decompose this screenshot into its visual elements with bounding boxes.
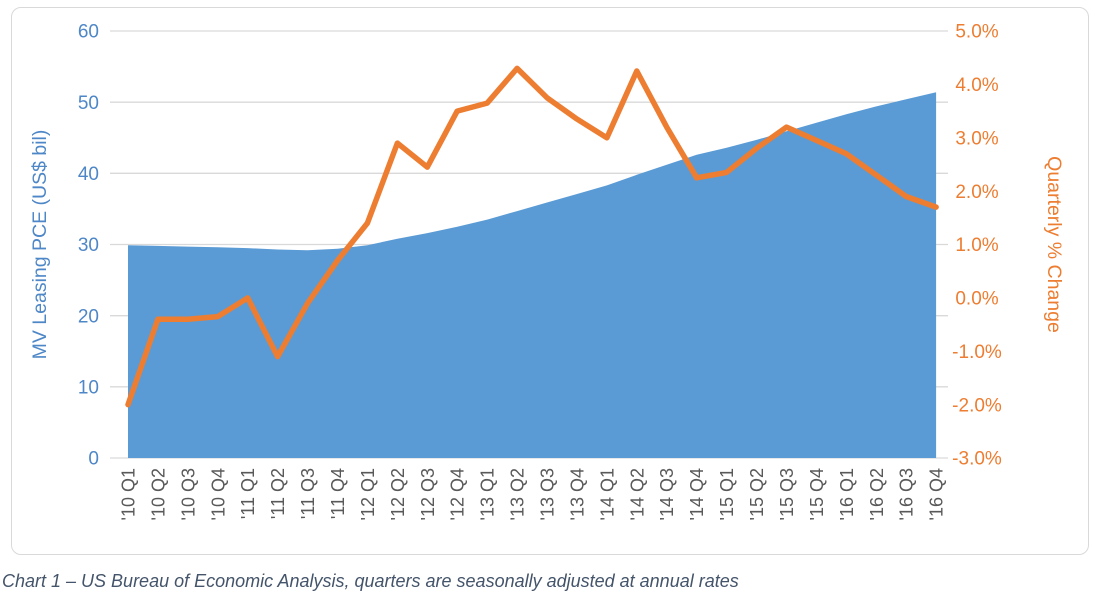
x-axis-tick-label: '15 Q4: [807, 468, 827, 520]
chart-caption: Chart 1 – US Bureau of Economic Analysis…: [2, 571, 739, 591]
x-axis-tick-label: '15 Q1: [717, 468, 737, 520]
x-axis-tick-label: '14 Q4: [687, 468, 707, 520]
right-axis-title: Quarterly % Change: [1043, 156, 1065, 333]
x-axis-tick-label: '10 Q1: [119, 468, 139, 520]
left-axis-tick-label: 50: [78, 93, 99, 114]
left-axis-tick-label: 10: [78, 377, 99, 398]
left-axis-tick-label: 60: [78, 22, 99, 43]
area-series-mv-leasing-pce: [128, 92, 937, 458]
x-axis-tick-label: '16 Q2: [867, 468, 887, 520]
x-axis-tick-label: '10 Q3: [178, 468, 198, 520]
x-axis-tick-label: '11 Q4: [328, 468, 348, 519]
left-axis-title: MV Leasing PCE (US$ bil): [29, 130, 51, 360]
right-axis-tick-label: 5.0%: [955, 22, 998, 43]
left-axis-tick-label: 30: [78, 235, 99, 256]
x-axis-tick-label: '16 Q3: [897, 468, 917, 520]
right-axis-tick-label: 1.0%: [955, 235, 998, 256]
x-axis-tick-label: '14 Q1: [597, 468, 617, 520]
x-axis-tick-label: '14 Q3: [657, 468, 677, 520]
x-axis-tick-label: '12 Q1: [358, 468, 378, 520]
x-axis-tick-label: '15 Q2: [747, 468, 767, 520]
x-axis-tick-label: '10 Q2: [148, 468, 168, 520]
x-axis-tick-label: '14 Q2: [627, 468, 647, 520]
left-axis-tick-label: 20: [78, 306, 99, 327]
right-axis-tick-label: 0.0%: [955, 289, 998, 310]
x-axis-tick-label: '11 Q2: [268, 468, 288, 519]
right-axis-tick-label: 3.0%: [955, 128, 998, 149]
line-series-quarterly-pct-change: [125, 65, 939, 408]
x-axis-tick-label: '12 Q4: [448, 468, 468, 520]
x-axis-tick-label: '11 Q3: [298, 468, 318, 519]
x-axis-tick-label: '11 Q1: [238, 468, 258, 519]
x-axis-tick-label: '13 Q2: [508, 468, 528, 520]
x-axis-tick-label: '13 Q3: [538, 468, 558, 520]
x-axis-tick-label: '10 Q4: [208, 468, 228, 520]
left-axis-tick-label: 0: [88, 449, 99, 470]
right-axis-tick-label: 2.0%: [955, 182, 998, 203]
right-axis-tick-label: -1.0%: [952, 342, 1002, 363]
right-axis-tick-label: -2.0%: [952, 395, 1002, 416]
left-axis-tick-label: 40: [78, 164, 99, 185]
x-axis-tick-label: '15 Q3: [777, 468, 797, 520]
x-axis-tick-label: '13 Q1: [478, 468, 498, 520]
x-axis-tick-label: '16 Q4: [927, 468, 947, 520]
right-axis-tick-label: 4.0%: [955, 75, 998, 96]
x-axis-tick-label: '12 Q2: [388, 468, 408, 520]
x-axis-tick-label: '12 Q3: [418, 468, 438, 520]
right-axis-tick-label: -3.0%: [952, 449, 1002, 470]
x-axis-tick-label: '16 Q1: [837, 468, 857, 520]
x-axis-tick-label: '13 Q4: [568, 468, 588, 520]
